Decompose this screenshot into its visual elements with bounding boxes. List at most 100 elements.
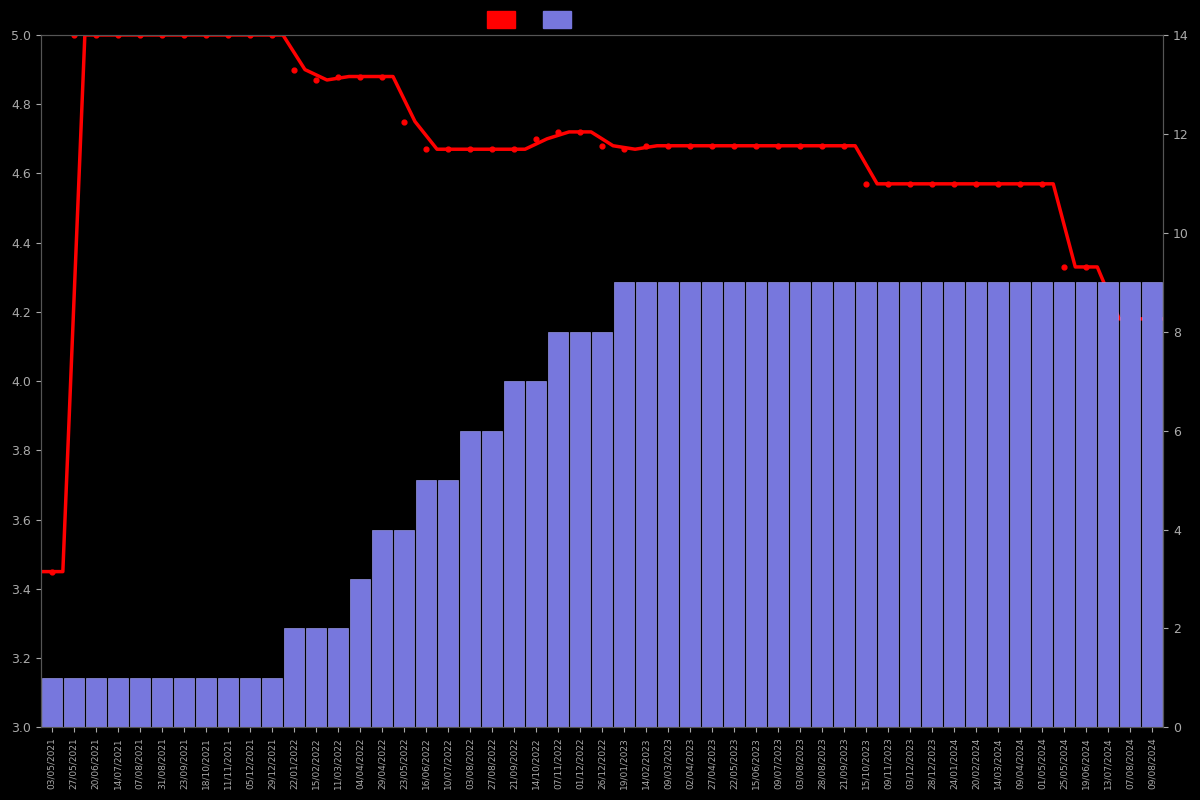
Bar [614, 282, 634, 727]
Bar [240, 678, 260, 727]
Bar [658, 282, 678, 727]
Point [768, 139, 787, 152]
Point [42, 566, 61, 578]
Bar [570, 332, 590, 727]
Point [527, 133, 546, 146]
Bar [725, 282, 744, 727]
Point [967, 178, 986, 190]
Bar [878, 282, 898, 727]
Point [593, 139, 612, 152]
Point [372, 70, 391, 83]
Point [65, 29, 84, 42]
Bar [394, 530, 414, 727]
Point [461, 143, 480, 156]
Bar [966, 282, 986, 727]
Bar [592, 332, 612, 727]
Bar [812, 282, 832, 727]
Bar [328, 629, 348, 727]
Bar [1098, 282, 1118, 727]
Point [791, 139, 810, 152]
Point [989, 178, 1008, 190]
Point [570, 126, 589, 138]
Bar [1010, 282, 1030, 727]
Bar [1055, 282, 1074, 727]
Point [1055, 261, 1074, 274]
Point [944, 178, 964, 190]
Point [152, 29, 172, 42]
Point [306, 74, 325, 86]
Point [680, 139, 700, 152]
Bar [1032, 282, 1052, 727]
Point [284, 63, 304, 76]
Bar [1121, 282, 1140, 727]
Point [1142, 313, 1162, 326]
Point [702, 139, 721, 152]
Bar [482, 430, 502, 727]
Point [197, 29, 216, 42]
Bar [680, 282, 700, 727]
Bar [526, 381, 546, 727]
Bar [152, 678, 172, 727]
Bar [416, 480, 436, 727]
Point [857, 178, 876, 190]
Bar [438, 480, 458, 727]
Bar [262, 678, 282, 727]
Point [812, 139, 832, 152]
Point [614, 143, 634, 156]
Point [1010, 178, 1030, 190]
Point [174, 29, 193, 42]
Bar [372, 530, 392, 727]
Bar [196, 678, 216, 727]
Bar [900, 282, 920, 727]
Bar [218, 678, 238, 727]
Bar [834, 282, 854, 727]
Bar [702, 282, 722, 727]
Bar [42, 678, 61, 727]
Point [504, 143, 523, 156]
Point [548, 126, 568, 138]
Legend: , : , [484, 7, 586, 33]
Point [1099, 313, 1118, 326]
Bar [130, 678, 150, 727]
Point [1121, 313, 1140, 326]
Point [1076, 261, 1096, 274]
Bar [64, 678, 84, 727]
Bar [1076, 282, 1096, 727]
Bar [460, 430, 480, 727]
Bar [504, 381, 524, 727]
Bar [284, 629, 304, 727]
Point [350, 70, 370, 83]
Bar [923, 282, 942, 727]
Point [240, 29, 259, 42]
Bar [548, 332, 568, 727]
Point [131, 29, 150, 42]
Point [923, 178, 942, 190]
Bar [86, 678, 106, 727]
Bar [989, 282, 1008, 727]
Bar [791, 282, 810, 727]
Point [218, 29, 238, 42]
Bar [636, 282, 656, 727]
Point [395, 115, 414, 128]
Bar [174, 678, 193, 727]
Point [263, 29, 282, 42]
Point [438, 143, 457, 156]
Point [108, 29, 127, 42]
Point [659, 139, 678, 152]
Bar [944, 282, 964, 727]
Bar [1142, 282, 1162, 727]
Point [86, 29, 106, 42]
Bar [746, 282, 766, 727]
Point [746, 139, 766, 152]
Bar [306, 629, 326, 727]
Point [636, 139, 655, 152]
Point [878, 178, 898, 190]
Bar [768, 282, 788, 727]
Point [416, 143, 436, 156]
Bar [350, 579, 370, 727]
Point [900, 178, 919, 190]
Point [482, 143, 502, 156]
Point [834, 139, 853, 152]
Bar [108, 678, 127, 727]
Bar [857, 282, 876, 727]
